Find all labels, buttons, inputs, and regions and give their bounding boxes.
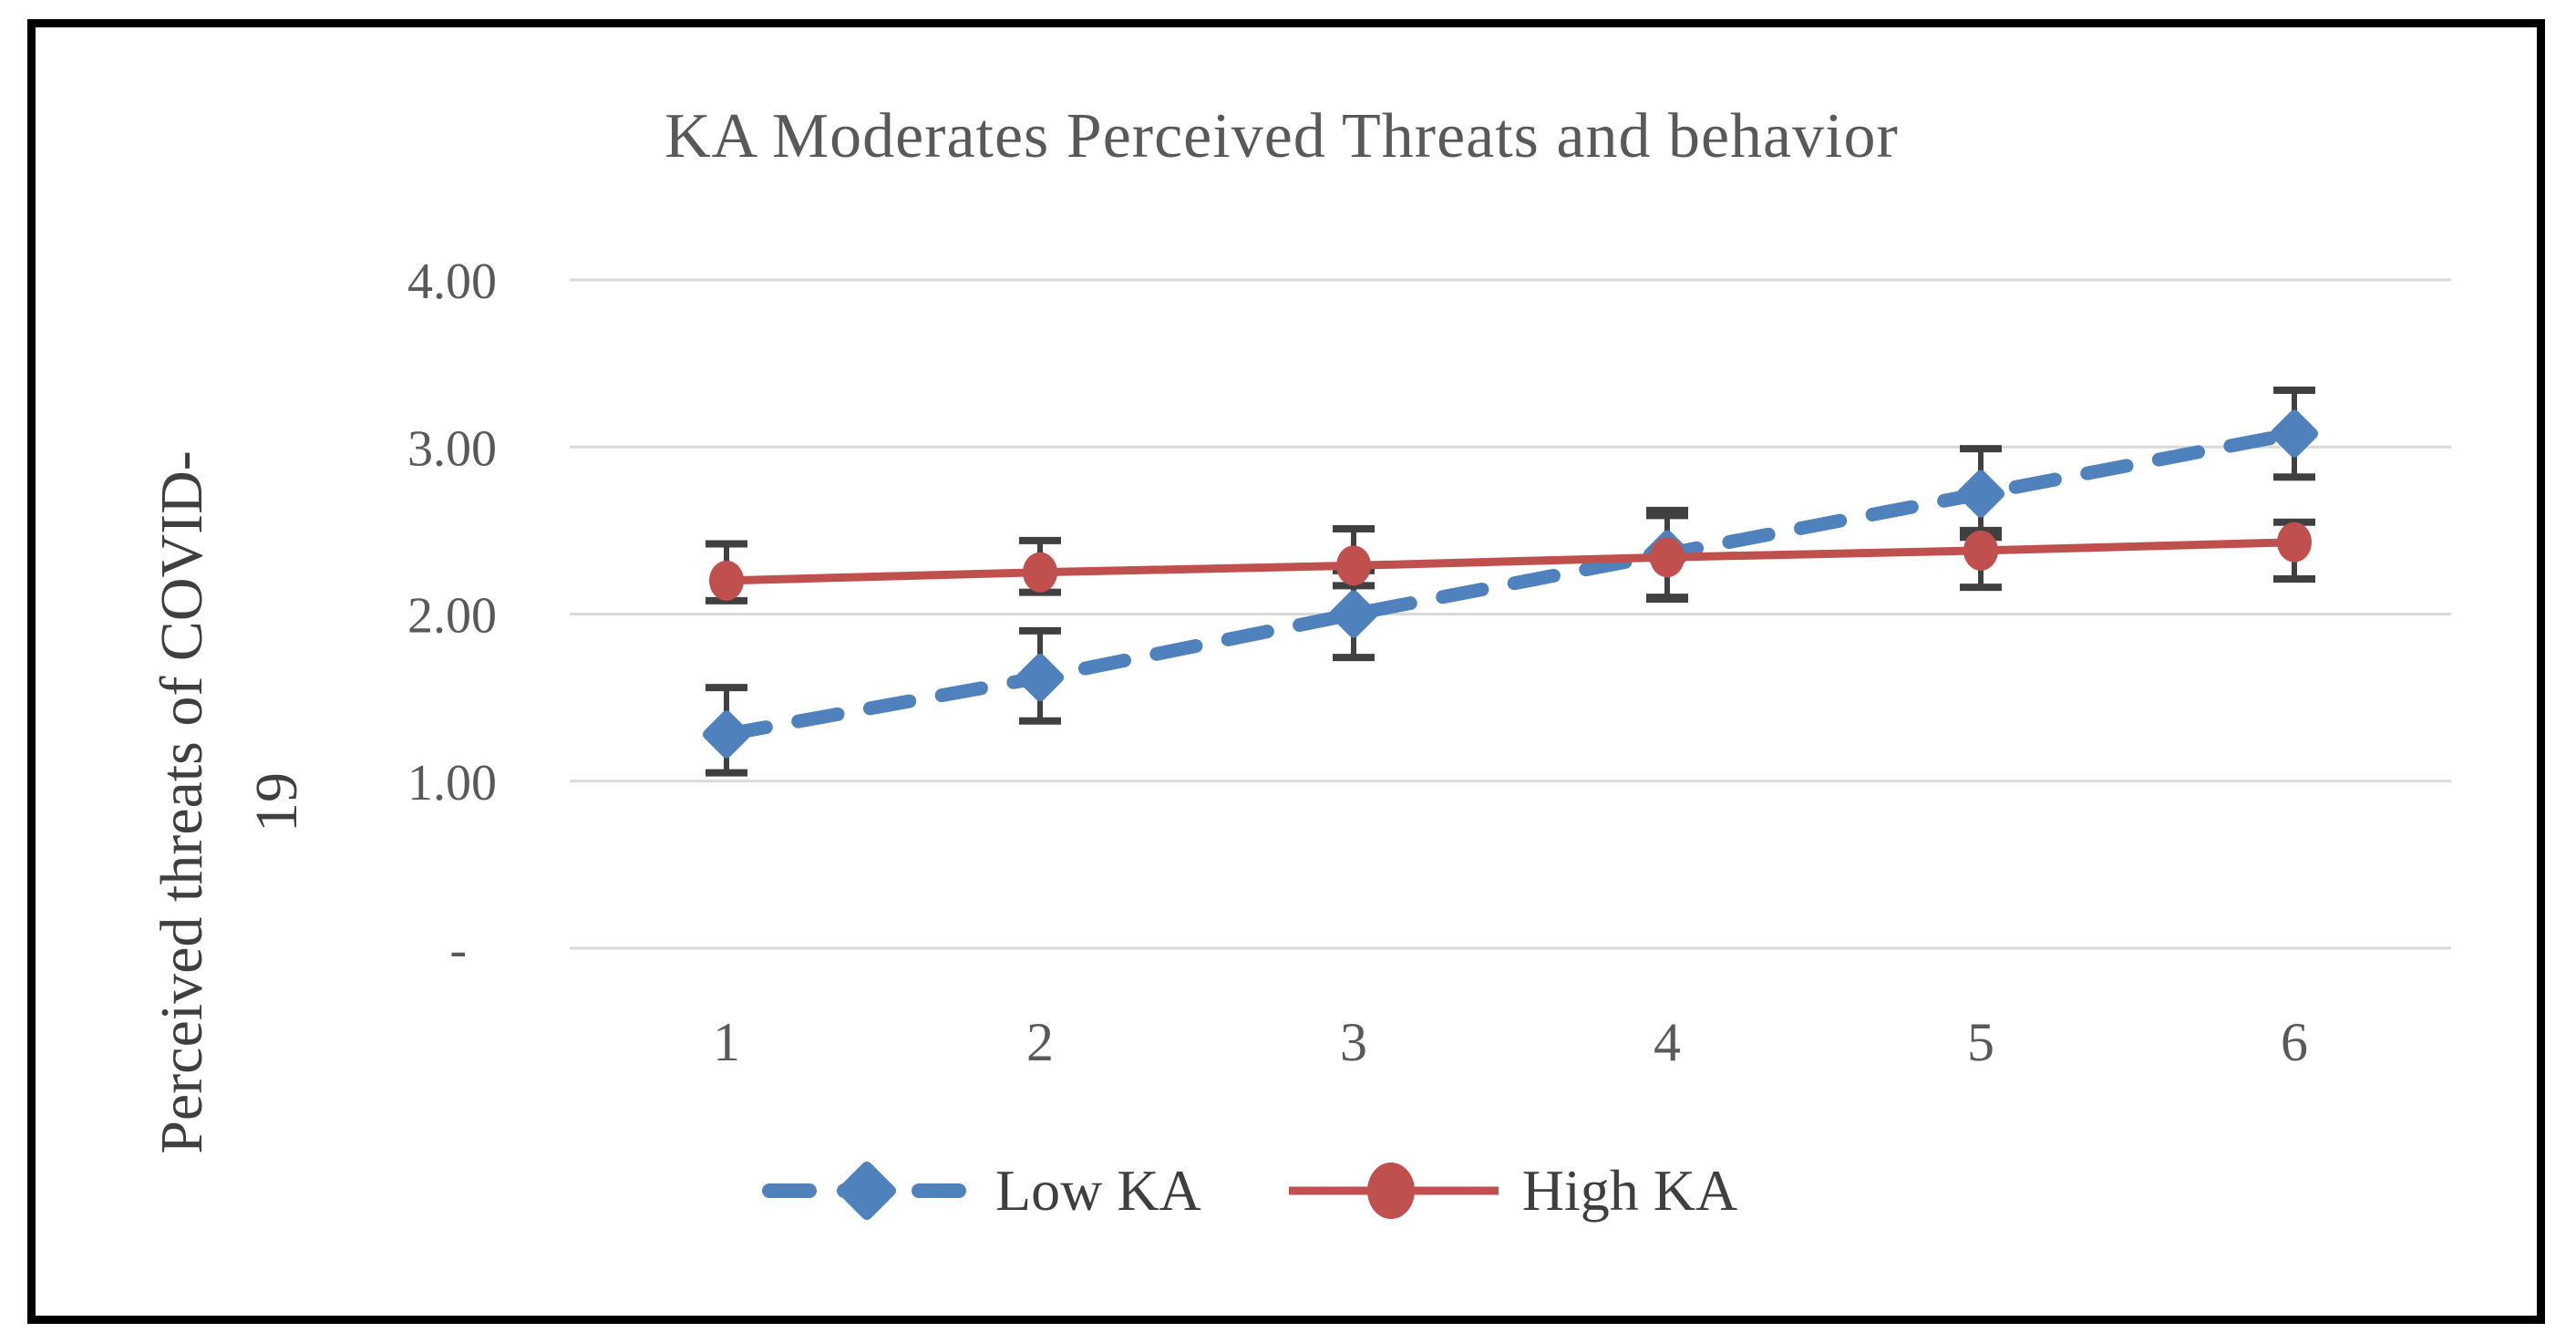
high-ka-data-marker [1336,545,1371,586]
chart-border-frame [27,19,2545,1324]
x-tick-label: 5 [1967,1012,1994,1072]
low-ka-data-marker [1330,590,1377,638]
y-tick-label: 4.00 [407,253,497,310]
high-ka-data-marker [709,560,744,601]
low-ka-data-marker [1957,470,2004,518]
low-ka-legend-sample-icon [762,1162,972,1220]
low-ka-data-marker [703,710,750,759]
y-tick-label: 2.00 [407,588,497,645]
legend-item-high-ka: High KA [1288,1152,1738,1229]
x-tick-label: 4 [1654,1012,1681,1072]
high-ka-data-marker [2277,522,2312,563]
low-ka-line [719,427,2302,741]
legend-label-low-ka: Low KA [995,1158,1201,1223]
high-ka-legend-sample-icon [1288,1162,1499,1219]
x-tick-label: 2 [1026,1012,1054,1072]
chart-title: KA Moderates Perceived Threats and behav… [665,101,1899,171]
legend: Low KA High KA [762,1140,1737,1242]
legend-label-high-ka: High KA [1521,1158,1738,1223]
x-tick-label: 6 [2281,1012,2308,1072]
y-tick-label: - [449,922,467,978]
x-tick-label: 3 [1340,1012,1367,1072]
x-tick-label: 1 [713,1012,740,1072]
legend-item-low-ka: Low KA [762,1152,1201,1229]
y-tick-label: 1.00 [407,755,497,811]
high-ka-data-marker [1023,552,1057,593]
high-ka-data-marker [1963,530,1998,571]
high-ka-line [726,538,2295,585]
high-ka-data-marker [1650,537,1685,578]
y-tick-label: 3.00 [407,420,497,477]
low-ka-data-marker [1016,654,1064,702]
low-ka-data-marker [2271,409,2318,458]
